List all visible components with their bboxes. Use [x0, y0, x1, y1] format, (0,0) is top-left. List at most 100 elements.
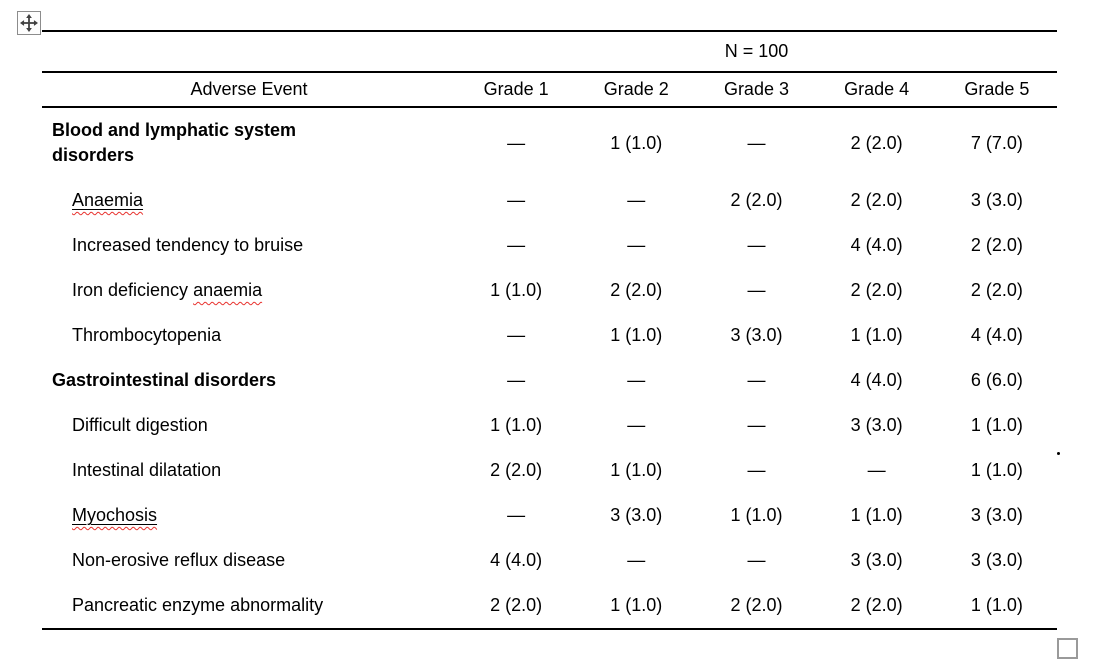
grade-value-cell[interactable]: 7 (7.0) [970, 132, 1023, 153]
grade-value-cell[interactable]: — [747, 415, 766, 435]
grade-value-cell[interactable]: — [627, 190, 646, 210]
table-row: Difficult digestion 1 (1.0) — — 3 (3.0) 1 (1… [42, 403, 1057, 448]
grade-value-cell[interactable]: 2 (2.0) [850, 190, 903, 210]
column-header-grade[interactable]: Grade 5 [936, 72, 1057, 108]
grade-value-cell[interactable]: — [627, 235, 646, 255]
grade-value-cell[interactable]: 3 (3.0) [610, 505, 663, 525]
grade-value-cell[interactable]: — [507, 235, 526, 255]
grade-value-cell[interactable]: 1 (1.0) [576, 583, 697, 630]
row-label-cell[interactable]: Myochosis [42, 493, 456, 538]
grade-value-cell[interactable]: 3 (3.0) [730, 325, 783, 345]
row-label: Anaemia [72, 188, 143, 213]
row-label: Blood and lymphatic system disorders [52, 120, 297, 165]
grade-value-cell[interactable]: — [507, 325, 526, 345]
grade-value-cell[interactable]: — [867, 460, 886, 480]
grade-value-cell[interactable]: 1 (1.0) [936, 583, 1057, 630]
grade-value-cell[interactable]: 2 (2.0) [850, 132, 903, 153]
grade-value-cell[interactable]: 2 (2.0) [970, 235, 1023, 255]
grade-value-cell[interactable]: — [507, 370, 526, 390]
row-label-cell[interactable]: Difficult digestion [42, 403, 456, 448]
grade-value-cell[interactable]: — [747, 460, 766, 480]
n-total-row: N = 100 [42, 30, 1057, 73]
misspelled-word: Myochosis [72, 505, 158, 525]
grade-value-cell[interactable]: 1 (1.0) [490, 415, 543, 435]
table-row: Blood and lymphatic system disorders — 1 … [42, 107, 1057, 178]
column-header-grade[interactable]: Grade 2 [576, 72, 697, 108]
stray-mark [1057, 452, 1060, 455]
column-header-grade[interactable]: Grade 4 [816, 72, 937, 108]
grade-value-cell[interactable]: 4 (4.0) [970, 325, 1023, 345]
column-header-grade[interactable]: Grade 1 [456, 72, 577, 108]
column-header-grade[interactable]: Grade 3 [696, 72, 817, 108]
table-body: Blood and lymphatic system disorders — 1 … [42, 107, 1057, 630]
grade-value-cell[interactable]: — [747, 235, 766, 255]
grade-value-cell[interactable]: 2 (2.0) [696, 583, 817, 630]
grade-value-cell[interactable]: 2 (2.0) [850, 280, 903, 300]
row-label: Increased tendency to bruise [72, 235, 304, 255]
grade-value-cell[interactable]: 1 (1.0) [730, 505, 783, 525]
grade-value-cell[interactable]: — [747, 550, 766, 570]
grade-value-cell[interactable]: — [627, 550, 646, 570]
row-label-cell[interactable]: Intestinal dilatation [42, 448, 456, 493]
grade-value-cell[interactable]: 2 (2.0) [816, 583, 937, 630]
table-resize-handle[interactable] [1057, 638, 1078, 659]
row-label-cell[interactable]: Pancreatic enzyme abnormality [42, 583, 456, 630]
grade-value-cell[interactable]: 2 (2.0) [730, 190, 783, 210]
grade-value-cell[interactable]: 1 (1.0) [970, 415, 1023, 435]
grade-value-cell[interactable]: 1 (1.0) [850, 505, 903, 525]
grade-value-cell[interactable]: 4 (4.0) [490, 550, 543, 570]
grade-value-cell[interactable]: — [507, 505, 526, 525]
column-header-row: Adverse Event Grade 1 Grade 2 Grade 3 Grade… [42, 72, 1057, 108]
grade-value-cell[interactable]: 4 (4.0) [850, 235, 903, 255]
table-row: Gastrointestinal disorders — — — 4 (4.0) 6 (… [42, 358, 1057, 403]
grade-value-cell[interactable]: 2 (2.0) [970, 280, 1023, 300]
grade-value-cell[interactable]: 3 (3.0) [850, 550, 903, 570]
grade-value-cell[interactable]: 1 (1.0) [610, 460, 663, 480]
row-label-cell[interactable]: Thrombocytopenia [42, 313, 456, 358]
row-label: Gastrointestinal disorders [52, 370, 277, 390]
misspelled-word: Anaemia [72, 190, 144, 210]
grade-value-cell[interactable]: — [507, 190, 526, 210]
grade-value-cell[interactable]: 3 (3.0) [970, 190, 1023, 210]
table-row: Increased tendency to bruise — — — 4 (4.0) 2… [42, 223, 1057, 268]
row-label: Myochosis [72, 503, 157, 528]
grade-value-cell[interactable]: — [627, 415, 646, 435]
grade-value-cell[interactable]: 6 (6.0) [970, 370, 1023, 390]
row-label-cell[interactable]: Blood and lymphatic system disorders [42, 107, 456, 178]
row-label-cell[interactable]: Increased tendency to bruise [42, 223, 456, 268]
underlined-word: Anaemia [72, 190, 143, 210]
grade-value-cell[interactable]: 3 (3.0) [970, 505, 1023, 525]
grade-value-cell[interactable]: 2 (2.0) [610, 280, 663, 300]
row-label-cell[interactable]: Gastrointestinal disorders [42, 358, 456, 403]
grade-value-cell[interactable]: 2 (2.0) [490, 460, 543, 480]
column-header-adverse-event[interactable]: Adverse Event [42, 72, 456, 108]
grade-value-cell[interactable]: 1 (1.0) [610, 325, 663, 345]
grade-value-cell[interactable]: 2 (2.0) [456, 583, 577, 630]
n-total-empty-cell[interactable] [42, 30, 456, 73]
row-label-cell[interactable]: Anaemia [42, 178, 456, 223]
grade-value-cell[interactable]: — [507, 132, 526, 153]
grade-value-cell[interactable]: — [747, 280, 766, 300]
row-label: Iron deficiency anaemia [72, 280, 263, 300]
grade-value-cell[interactable]: 3 (3.0) [970, 550, 1023, 570]
grade-value-cell[interactable]: 1 (1.0) [970, 460, 1023, 480]
table-row: Intestinal dilatation 2 (2.0) 1 (1.0) — — 1 … [42, 448, 1057, 493]
row-label: Intestinal dilatation [72, 460, 222, 480]
n-total-header[interactable]: N = 100 [456, 30, 1057, 73]
table-row: Anaemia — — 2 (2.0) 2 (2.0) 3 (3.0) [42, 178, 1057, 223]
table-row: Pancreatic enzyme abnormality 2 (2.0) 1 (… [42, 583, 1057, 630]
grade-value-cell[interactable]: 1 (1.0) [610, 132, 663, 153]
grade-value-cell[interactable]: — [627, 370, 646, 390]
grade-value-cell[interactable]: — [747, 370, 766, 390]
grade-value-cell[interactable]: 1 (1.0) [490, 280, 543, 300]
misspelled-word: anaemia [193, 280, 263, 300]
grade-value-cell[interactable]: 1 (1.0) [850, 325, 903, 345]
grade-value-cell[interactable]: — [747, 132, 766, 153]
grade-value-cell[interactable]: 3 (3.0) [850, 415, 903, 435]
table-move-handle[interactable] [17, 11, 41, 35]
row-label: Thrombocytopenia [72, 325, 222, 345]
row-label-cell[interactable]: Iron deficiency anaemia [42, 268, 456, 313]
grade-value-cell[interactable]: 4 (4.0) [850, 370, 903, 390]
row-label-cell[interactable]: Non-erosive reflux disease [42, 538, 456, 583]
